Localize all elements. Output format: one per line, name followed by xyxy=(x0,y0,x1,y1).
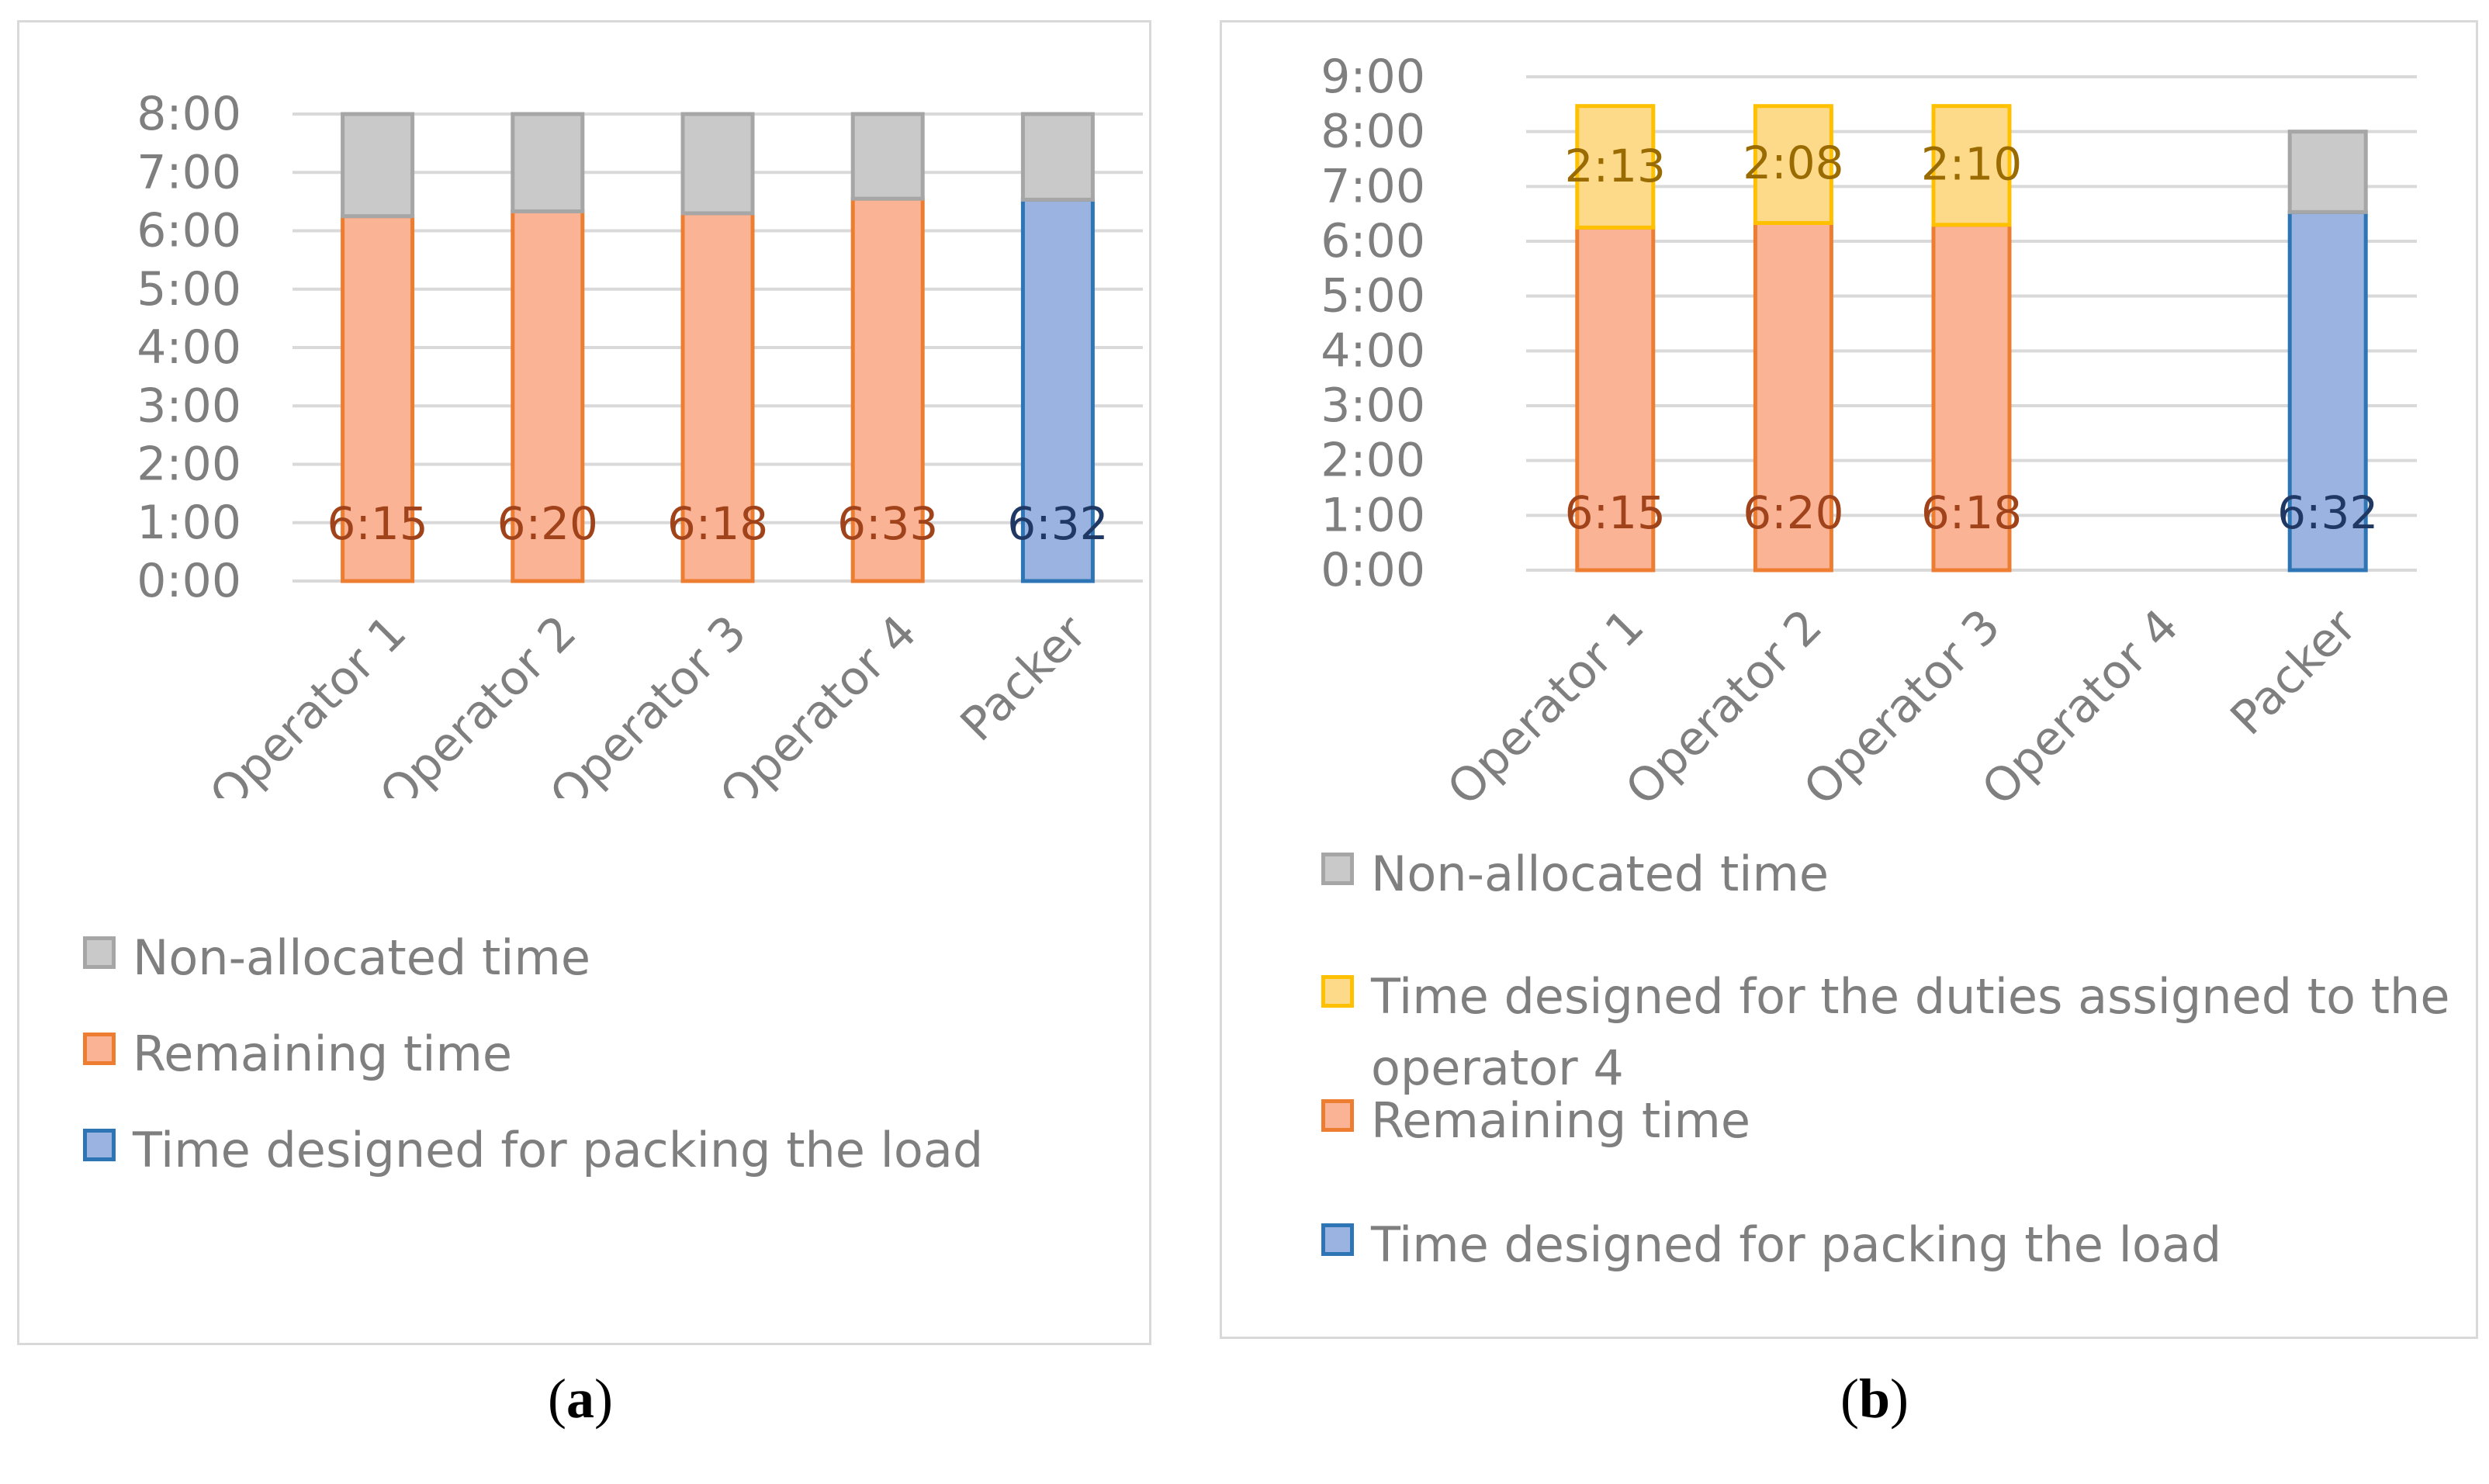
legend-swatch-non-allocated xyxy=(83,936,116,969)
legend-swatch-non-allocated xyxy=(1321,853,1354,885)
chart-b-legend: Non-allocated time Time designed for the… xyxy=(1321,846,2454,1287)
legend-swatch-remaining xyxy=(1321,1099,1354,1132)
data-label: 2:08 xyxy=(1743,137,1843,189)
chart-a-plot: 0:001:002:003:004:005:006:007:008:00 6:15… xyxy=(137,87,1143,798)
y-tick-label: 1:00 xyxy=(1321,488,1425,542)
bar-non-allocated xyxy=(850,112,925,201)
y-tick-label: 7:00 xyxy=(1321,159,1425,213)
data-label: 6:32 xyxy=(1007,497,1108,550)
y-tick-label: 1:00 xyxy=(137,496,241,550)
y-tick-label: 0:00 xyxy=(137,554,241,608)
y-tick-label: 0:00 xyxy=(1321,543,1425,597)
y-tick-label: 2:00 xyxy=(137,438,241,492)
bar-non-allocated xyxy=(511,112,585,213)
bar-non-allocated xyxy=(1020,112,1095,202)
x-tick-label: Packer xyxy=(950,605,1097,752)
chart-panel-a: 0:00 1:00 2:00 3:00 4:00 5:00 6:00 7:00 8:00 6:15… xyxy=(17,20,1151,1345)
bar-remaining xyxy=(680,211,755,583)
bar-duties xyxy=(1931,104,2012,227)
caption-a: (a) xyxy=(548,1368,613,1430)
data-label: 2:10 xyxy=(1921,138,2022,191)
y-tick-label: 8:00 xyxy=(137,87,241,141)
data-label: 6:20 xyxy=(1743,486,1843,539)
chart-a-legend: Non-allocated time Remaining time Time d… xyxy=(83,929,1092,1216)
y-tick-label: 6:00 xyxy=(1321,214,1425,268)
legend-label: Remaining time xyxy=(133,1026,513,1082)
data-label: 6:32 xyxy=(2277,486,2378,539)
caption-b-letter: b xyxy=(1858,1368,1891,1430)
y-tick-label: 3:00 xyxy=(137,379,241,433)
bar-duties xyxy=(1575,104,1656,230)
y-tick-label: 4:00 xyxy=(137,320,241,375)
legend-label: Non-allocated time xyxy=(1371,846,1830,902)
y-tick-label: 3:00 xyxy=(1321,379,1425,433)
legend-swatch-remaining xyxy=(83,1033,116,1065)
legend-label: Non-allocated time xyxy=(133,929,591,986)
caption-b: (b) xyxy=(1840,1368,1909,1430)
y-tick-label: 7:00 xyxy=(137,145,241,199)
legend-label: Time designed for packing the load xyxy=(133,1122,984,1178)
data-label: 2:13 xyxy=(1565,140,1666,192)
y-tick-label: 4:00 xyxy=(1321,323,1425,378)
data-label: 6:15 xyxy=(1565,486,1666,539)
legend-label: Remaining time xyxy=(1371,1092,1751,1149)
data-label: 6:18 xyxy=(667,497,768,550)
y-tick-label: 2:00 xyxy=(1321,434,1425,488)
bar-packing xyxy=(2287,209,2368,572)
y-tick-label: 5:00 xyxy=(1321,269,1425,323)
bar-non-allocated xyxy=(680,112,755,216)
y-tick-label: 5:00 xyxy=(137,262,241,317)
chart-panel-b: 0:00 1:00 2:00 3:00 4:00 5:00 6:00 7:00 8:00 9:00… xyxy=(1220,20,2478,1339)
data-label: 6:15 xyxy=(327,497,428,550)
y-tick-label: 6:00 xyxy=(137,204,241,258)
chart-b-plot: 0:001:002:003:004:005:006:007:008:009:00… xyxy=(1321,50,2417,816)
legend-label: Time designed for the duties assigned to… xyxy=(1371,968,2450,1096)
data-label: 6:18 xyxy=(1921,486,2022,539)
legend-label: Time designed for packing the load xyxy=(1371,1216,2222,1273)
y-tick-label: 8:00 xyxy=(1321,105,1425,159)
bar-remaining xyxy=(1753,220,1833,572)
bar-non-allocated xyxy=(2287,130,2368,214)
legend-swatch-duties xyxy=(1321,975,1354,1008)
y-tick-label: 9:00 xyxy=(1321,50,1425,104)
bar-remaining xyxy=(1575,225,1656,572)
x-tick-label: Packer xyxy=(2221,599,2367,745)
bar-packing xyxy=(1020,197,1095,583)
bar-remaining xyxy=(1931,223,2012,572)
bar-non-allocated xyxy=(341,112,415,219)
caption-a-letter: a xyxy=(566,1368,594,1430)
data-label: 6:20 xyxy=(497,497,598,550)
legend-swatch-packing xyxy=(83,1129,116,1161)
bar-duties xyxy=(1753,104,1833,225)
data-label: 6:33 xyxy=(837,497,938,550)
legend-swatch-packing xyxy=(1321,1223,1354,1256)
